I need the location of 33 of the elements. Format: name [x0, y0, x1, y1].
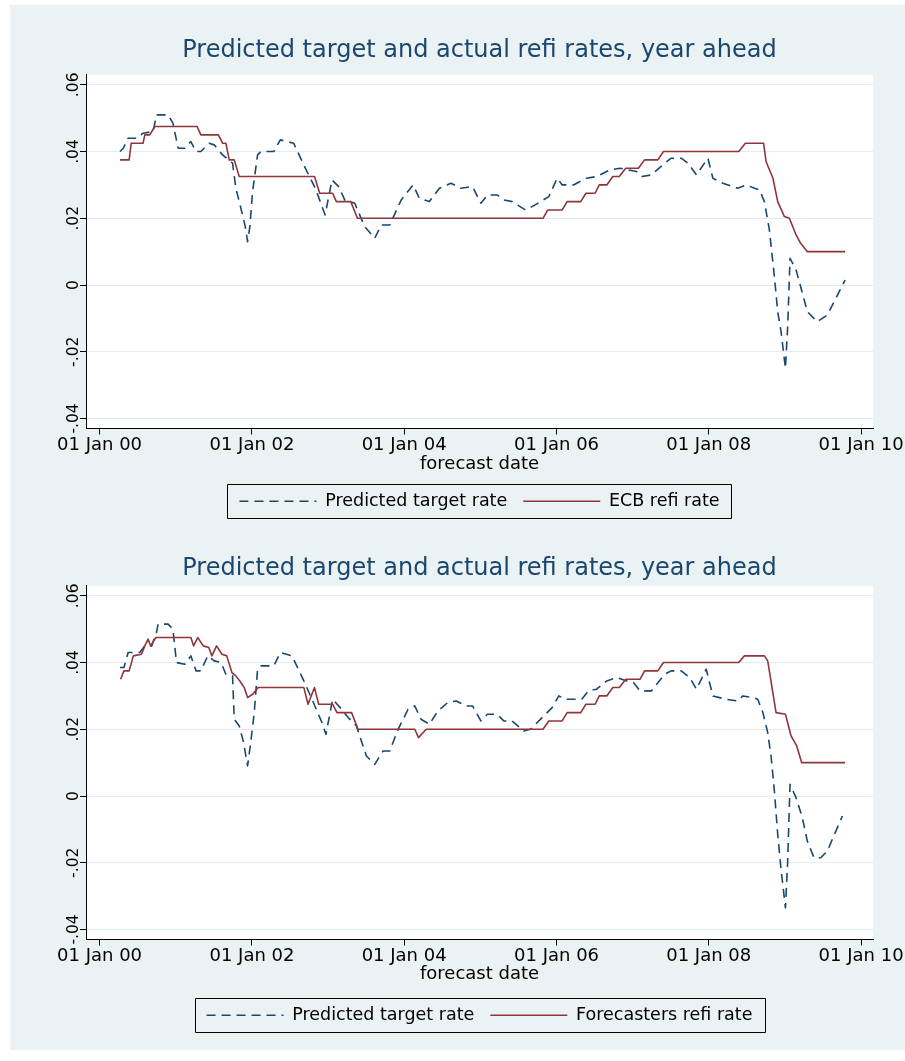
y-tick-label: 0 — [63, 791, 82, 801]
y-tick-label: .04 — [63, 139, 82, 164]
chart-title: Predicted target and actual refi rates, year ahead — [182, 552, 777, 581]
x-tick-label: 01 Jan 06 — [514, 943, 600, 965]
y-tick-label: -.02 — [63, 336, 82, 367]
legend-label: ECB refi rate — [608, 489, 720, 510]
x-axis-title: forecast date — [419, 962, 540, 984]
x-tick-label: 01 Jan 04 — [361, 432, 447, 454]
y-tick-label: 0 — [63, 280, 82, 290]
x-tick-label: 01 Jan 08 — [666, 432, 752, 454]
x-tick-label: 01 Jan 06 — [514, 432, 600, 454]
legend-label: Forecasters refi rate — [576, 1003, 753, 1024]
y-tick-label: -.04 — [63, 403, 82, 434]
y-tick-label: .04 — [63, 650, 82, 675]
x-tick-label: 01 Jan 02 — [209, 432, 295, 454]
y-tick-label: .02 — [63, 716, 82, 742]
y-tick-label: .06 — [63, 72, 82, 98]
x-tick-label: 01 Jan 00 — [57, 432, 143, 454]
x-tick-label: 01 Jan 04 — [361, 943, 447, 965]
y-tick-label: .06 — [63, 583, 82, 609]
line-series — [119, 623, 844, 909]
chart-title: Predicted target and actual refi rates, year ahead — [182, 34, 777, 63]
legend-label: Predicted target rate — [292, 1003, 475, 1024]
legend-label: Predicted target rate — [325, 489, 508, 510]
x-tick-label: 01 Jan 02 — [209, 943, 295, 965]
y-tick-label: .02 — [63, 205, 82, 231]
x-tick-label: 01 Jan 08 — [666, 943, 752, 965]
y-tick-label: -.04 — [63, 914, 82, 945]
x-tick-label: 01 Jan 10 — [818, 943, 904, 965]
x-tick-label: 01 Jan 00 — [57, 943, 143, 965]
x-tick-label: 01 Jan 10 — [818, 432, 904, 454]
x-axis-title: forecast date — [419, 452, 540, 474]
y-tick-label: -.02 — [63, 847, 82, 878]
